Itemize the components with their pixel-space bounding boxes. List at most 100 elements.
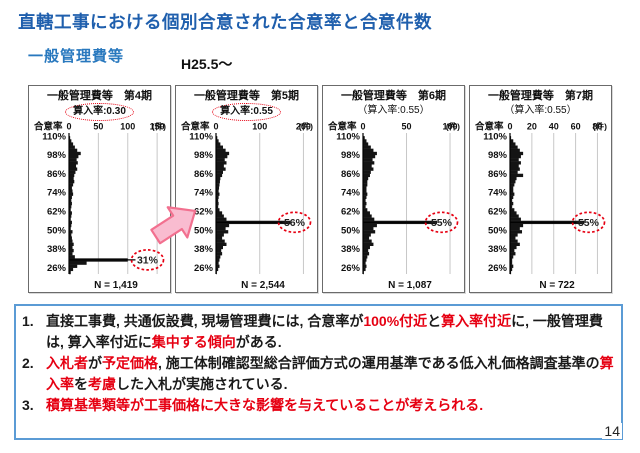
histogram-svg: 合意率 0 50 100 150(件) 110% 98% 86% 74% 62% 50% 38% 26%… xyxy=(34,121,166,292)
chart-title: 一般管理費等 第6期 xyxy=(340,90,447,102)
inclusion-rate-value: 算入率:0.30 xyxy=(65,103,134,121)
svg-text:74%: 74% xyxy=(340,188,360,199)
svg-text:74%: 74% xyxy=(487,188,507,199)
svg-text:N = 722: N = 722 xyxy=(539,280,575,291)
svg-text:38%: 38% xyxy=(46,244,66,255)
pink-arrow-icon xyxy=(150,206,197,245)
svg-text:55%: 55% xyxy=(430,217,452,229)
note-text: 直接工事費, 共通仮設費, 現場管理費には, 合意率が100%付近と算入率付近に… xyxy=(46,311,615,353)
svg-text:0: 0 xyxy=(213,122,218,132)
highlighted-text: 積算基準類等が工事価格に大きな影響を与えていることが考えられる. xyxy=(46,397,484,413)
highlighted-text: 算入率 xyxy=(46,355,614,392)
inclusion-rate-value: （算入率:0.55） xyxy=(357,105,430,116)
svg-text:62%: 62% xyxy=(46,207,66,218)
note-item-1: 1. 直接工事費, 共通仮設費, 現場管理費には, 合意率が100%付近と算入率… xyxy=(22,311,615,353)
svg-text:0: 0 xyxy=(507,122,512,132)
svg-text:26%: 26% xyxy=(193,263,213,274)
period-label: H25.5～ xyxy=(181,56,233,72)
chart-title: 一般管理費等 第7期 xyxy=(487,90,594,102)
highlighted-text: 入札者 xyxy=(46,355,88,371)
plain-text: がある. xyxy=(235,334,282,350)
svg-text:110%: 110% xyxy=(42,131,66,142)
svg-text:62%: 62% xyxy=(487,207,507,218)
svg-text:38%: 38% xyxy=(193,244,213,255)
section-label: 一般管理費等 xyxy=(28,48,125,65)
plain-text: に, 一般管理費は, 算入率付近に xyxy=(46,313,603,350)
page-title: 直轄工事における個別合意された合意率と合意件数 xyxy=(18,12,432,32)
svg-text:合意率: 合意率 xyxy=(328,121,357,133)
svg-text:150: 150 xyxy=(149,122,164,132)
inclusion-rate-value: （算入率:0.55） xyxy=(504,105,577,116)
chart-panel-period5: 一般管理費等 第5期 算入率:0.55 合意率 0 100 200 (件) 110% 98%… xyxy=(175,85,318,293)
svg-text:110%: 110% xyxy=(189,131,213,142)
plain-text: を xyxy=(74,376,88,392)
svg-text:40: 40 xyxy=(548,122,558,132)
chart-subtitle: （算入率:0.55） xyxy=(323,103,464,120)
plain-text: 直接工事費, 共通仮設費, 現場管理費には, 合意率が xyxy=(46,313,364,329)
svg-text:74%: 74% xyxy=(193,188,213,199)
svg-text:合意率: 合意率 xyxy=(475,121,504,133)
svg-text:86%: 86% xyxy=(487,169,507,180)
highlighted-text: 100%付近 xyxy=(363,313,428,329)
svg-text:80: 80 xyxy=(592,122,602,132)
svg-text:100: 100 xyxy=(252,122,267,132)
svg-text:86%: 86% xyxy=(193,169,213,180)
plain-text: と xyxy=(427,313,442,329)
chart-panel-period4: 一般管理費等 第4期 算入率:0.30 合意率 0 50 100 150 (件) 110% 9… xyxy=(28,85,171,293)
note-item-3: 3. 積算基準類等が工事価格に大きな影響を与えていることが考えられる. xyxy=(22,395,615,416)
svg-text:62%: 62% xyxy=(340,207,360,218)
svg-text:0: 0 xyxy=(66,122,71,132)
svg-text:100: 100 xyxy=(442,122,457,132)
chart-plot: 合意率 0 50 100 (件) 110% 98% 86% 74% 62% 50% 38% 26% 55%… xyxy=(327,120,461,297)
histogram-svg: 合意率 0 100 200(件) 110% 98% 86% 74% 62% 50% 38% 26% 56… xyxy=(181,121,313,292)
svg-text:(件): (件) xyxy=(592,122,606,132)
svg-text:50: 50 xyxy=(93,122,103,132)
histogram-svg: 合意率 0 20 40 60 80(件) 110% 98% 86% 74% 62% 50% 38% 26%… xyxy=(475,121,607,292)
note-number: 1. xyxy=(22,313,34,329)
chart-subtitle: （算入率:0.55） xyxy=(470,103,611,120)
svg-text:50%: 50% xyxy=(193,225,213,236)
chart-plot: 合意率 0 50 100 150 (件) 110% 98% 86% 74% 62% 50% 38% 26%… xyxy=(33,120,167,297)
highlighted-text: 算入率付近 xyxy=(441,313,512,329)
svg-text:N = 1,419: N = 1,419 xyxy=(94,280,138,291)
highlighted-text: 集中する傾向 xyxy=(151,334,236,350)
svg-text:(件): (件) xyxy=(151,122,165,132)
chart-row: 一般管理費等 第4期 算入率:0.30 合意率 0 50 100 150 (件) 110% 9… xyxy=(28,85,612,293)
svg-text:110%: 110% xyxy=(336,131,360,142)
svg-text:55%: 55% xyxy=(577,217,599,229)
svg-text:74%: 74% xyxy=(46,188,66,199)
chart-title: 一般管理費等 第5期 xyxy=(193,90,300,102)
page-number: 14 xyxy=(602,423,622,439)
svg-text:(件): (件) xyxy=(445,122,459,132)
svg-text:86%: 86% xyxy=(46,169,66,180)
svg-text:N = 2,544: N = 2,544 xyxy=(241,280,285,291)
svg-text:50%: 50% xyxy=(46,225,66,236)
svg-text:98%: 98% xyxy=(340,150,360,161)
chart-plot: 合意率 0 20 40 60 80 (件) 110% 98% 86% 74% 62% 50% 38% 26%… xyxy=(474,120,608,297)
svg-text:50%: 50% xyxy=(340,225,360,236)
svg-text:200: 200 xyxy=(295,122,310,132)
svg-text:50%: 50% xyxy=(487,225,507,236)
chart-plot: 合意率 0 100 200 (件) 110% 98% 86% 74% 62% 50% 38% 26% 56… xyxy=(180,120,314,297)
svg-text:62%: 62% xyxy=(193,207,213,218)
chart-panel-period6: 一般管理費等 第6期 （算入率:0.55） 合意率 0 50 100 (件) 110% 98… xyxy=(322,85,465,293)
chart-panel-period7: 一般管理費等 第7期 （算入率:0.55） 合意率 0 20 40 60 80 (件) 110… xyxy=(469,85,612,293)
svg-text:38%: 38% xyxy=(340,244,360,255)
inclusion-rate-value: 算入率:0.55 xyxy=(212,103,281,121)
summary-notes-box: 1. 直接工事費, 共通仮設費, 現場管理費には, 合意率が100%付近と算入率… xyxy=(14,304,623,440)
note-number: 3. xyxy=(22,397,34,413)
histogram-svg: 合意率 0 50 100(件) 110% 98% 86% 74% 62% 50% 38% 26% 55%… xyxy=(328,121,460,292)
svg-text:合意率: 合意率 xyxy=(34,121,63,133)
svg-text:N = 1,087: N = 1,087 xyxy=(388,280,432,291)
plain-text: が xyxy=(88,355,102,371)
svg-text:38%: 38% xyxy=(487,244,507,255)
plain-text: , 施工体制確認型総合評価方式の運用基準である低入札価格調査基準の xyxy=(158,355,600,371)
note-item-2: 2. 入札者が予定価格, 施工体制確認型総合評価方式の運用基準である低入札価格調… xyxy=(22,353,615,395)
svg-text:98%: 98% xyxy=(193,150,213,161)
chart-subtitle: 算入率:0.30 xyxy=(29,103,170,121)
note-text: 入札者が予定価格, 施工体制確認型総合評価方式の運用基準である低入札価格調査基準… xyxy=(46,353,615,395)
svg-text:26%: 26% xyxy=(46,263,66,274)
chart-title: 一般管理費等 第4期 xyxy=(46,90,153,102)
svg-text:110%: 110% xyxy=(483,131,507,142)
